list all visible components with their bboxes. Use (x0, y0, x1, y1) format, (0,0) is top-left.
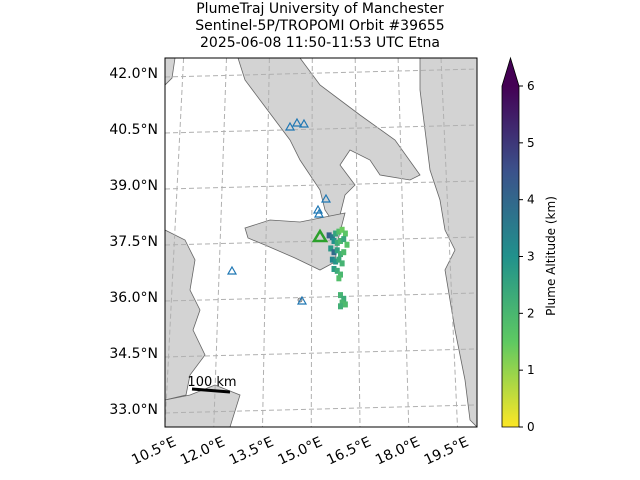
plume-pixel (331, 237, 337, 244)
volcano (291, 117, 303, 127)
plume-pixel (342, 301, 348, 308)
plume-pixel (342, 230, 348, 237)
title-line: 2025-06-08 11:50-11:53 UTC Etna (200, 35, 440, 51)
plume-pixel (329, 234, 335, 241)
title-line: Sentinel-5P/TROPOMI Orbit #39655 (195, 18, 444, 34)
etna (311, 228, 329, 243)
lon-label: 13.5°E (227, 434, 276, 468)
grid-line (165, 404, 477, 414)
colorbar-tick-label: 5 (527, 136, 535, 150)
plume-pixel (338, 292, 343, 299)
plume-pixel (339, 299, 345, 306)
lat-label: 34.5°N (109, 346, 158, 362)
plume-pixel (336, 256, 342, 263)
lon-label: 18.0°E (373, 434, 422, 468)
volcano (313, 208, 325, 218)
plume-pixel (333, 230, 339, 237)
lon-label: 12.0°E (178, 434, 227, 468)
plume-pixel (339, 260, 345, 267)
sardinia (165, 58, 176, 86)
grid-line (165, 292, 477, 302)
plume-pixel (338, 237, 343, 244)
map-frame (164, 57, 478, 428)
map-area: 100 km (165, 58, 477, 427)
volcano (320, 193, 332, 203)
plume-pixel (338, 303, 343, 310)
lat-label: 33.0°N (109, 402, 158, 418)
grid-line (165, 58, 185, 427)
lat-label: 42.0°N (109, 66, 158, 82)
colorbar-tick-label: 1 (527, 363, 535, 377)
grid-line (165, 68, 477, 78)
libya (165, 384, 241, 427)
title-line: PlumeTraj University of Manchester (196, 1, 444, 17)
plume (326, 226, 350, 310)
grid-line (165, 124, 477, 134)
plume-pixel (339, 226, 345, 233)
italy (237, 58, 421, 226)
volcano (284, 121, 296, 131)
colorbar (502, 86, 519, 427)
lat-label: 37.5°N (109, 234, 158, 250)
volcano (312, 204, 324, 214)
grid-line (213, 58, 227, 427)
plume-pixel (328, 245, 334, 252)
volcano (298, 118, 310, 128)
volcanoes (226, 117, 332, 305)
colorbar-tick-label: 4 (527, 193, 535, 207)
lon-label: 19.5°E (422, 434, 471, 468)
colorbar-extend (502, 58, 519, 86)
lat-label: 39.0°N (109, 178, 158, 194)
scale-bar-label: 100 km (187, 375, 236, 390)
lat-label: 36.0°N (109, 290, 158, 306)
plume-pixel (341, 236, 347, 243)
plume-pixel (329, 256, 335, 263)
lon-label: 15.0°E (276, 434, 325, 468)
plume-pixel (334, 247, 340, 254)
plume-pixel (334, 267, 340, 274)
colorbar-tick-label: 0 (527, 420, 535, 434)
volcano (296, 295, 308, 305)
plume-pixel (333, 258, 339, 265)
plume-pixel (338, 271, 343, 278)
plume-pixel (336, 228, 342, 235)
grid-line (165, 348, 477, 358)
grid-line (310, 58, 313, 427)
plume-pixel (326, 232, 332, 239)
plume-pixel (338, 251, 343, 258)
tunisia (165, 229, 206, 401)
grid-line (397, 58, 410, 427)
colorbar-tick-label: 2 (527, 306, 535, 320)
colorbar-frame (501, 56, 520, 428)
plume-pixel (341, 249, 347, 256)
plume-pixel (341, 295, 347, 302)
plume-pixel (331, 249, 337, 256)
plume-pixel (334, 239, 340, 246)
plume-pixel (331, 265, 337, 272)
plume-pixel (336, 275, 342, 282)
colorbar-label: Plume Altitude (km) (544, 196, 558, 316)
colorbar-tick-label: 6 (527, 79, 535, 93)
lon-label: 16.5°E (324, 434, 373, 468)
lon-label: 10.5°E (129, 434, 178, 468)
grid-line (354, 58, 361, 427)
colorbar-tick-label: 3 (527, 250, 535, 264)
lat-label: 40.5°N (109, 122, 158, 138)
scale-bar (191, 387, 231, 394)
grid-line (262, 58, 270, 427)
plume-pixel (344, 241, 350, 248)
grid-line (165, 180, 477, 190)
volcano (226, 265, 238, 275)
grid-line (440, 58, 458, 427)
graticule (165, 58, 477, 427)
